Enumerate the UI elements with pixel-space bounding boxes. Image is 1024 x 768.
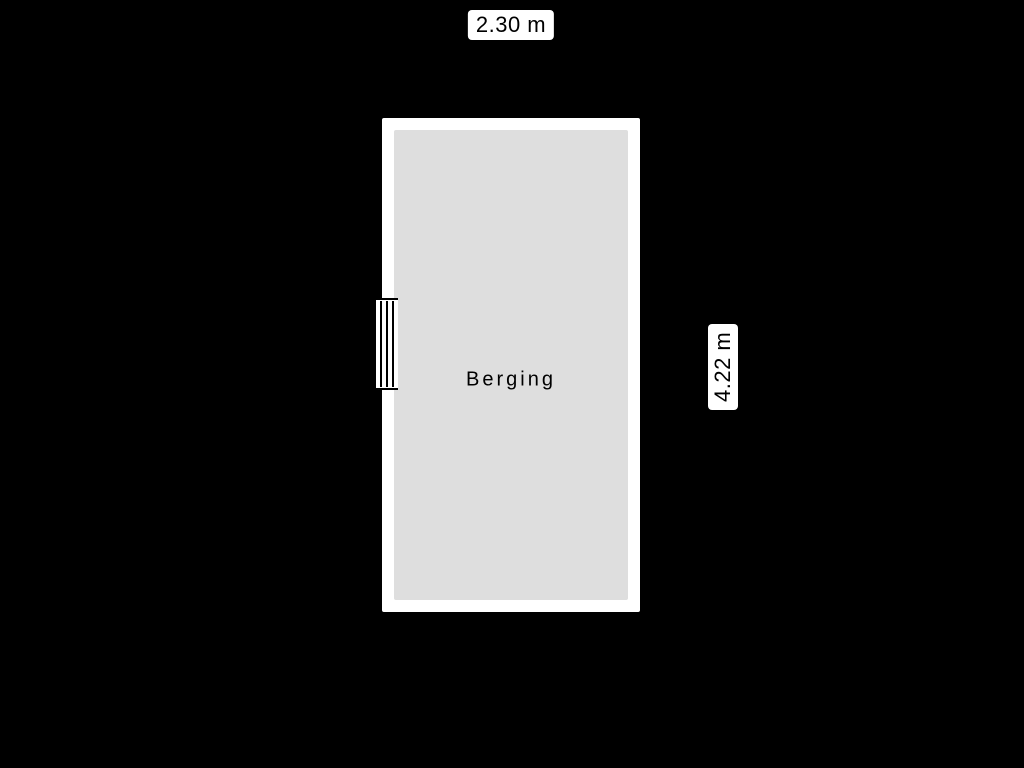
door-frame-line xyxy=(380,301,382,387)
door-icon xyxy=(376,298,398,390)
dimension-height-label: 4.22 m xyxy=(708,324,738,410)
floorplan-canvas: Berging 2.30 m 4.22 m xyxy=(0,0,1024,768)
door-frame-line xyxy=(386,301,388,387)
door-frame-line xyxy=(392,301,394,387)
room-floor xyxy=(394,130,628,600)
door-cap-line xyxy=(376,388,398,390)
dimension-width-label: 2.30 m xyxy=(468,10,554,40)
door-cap-line xyxy=(376,298,398,300)
room-label: Berging xyxy=(466,369,556,392)
